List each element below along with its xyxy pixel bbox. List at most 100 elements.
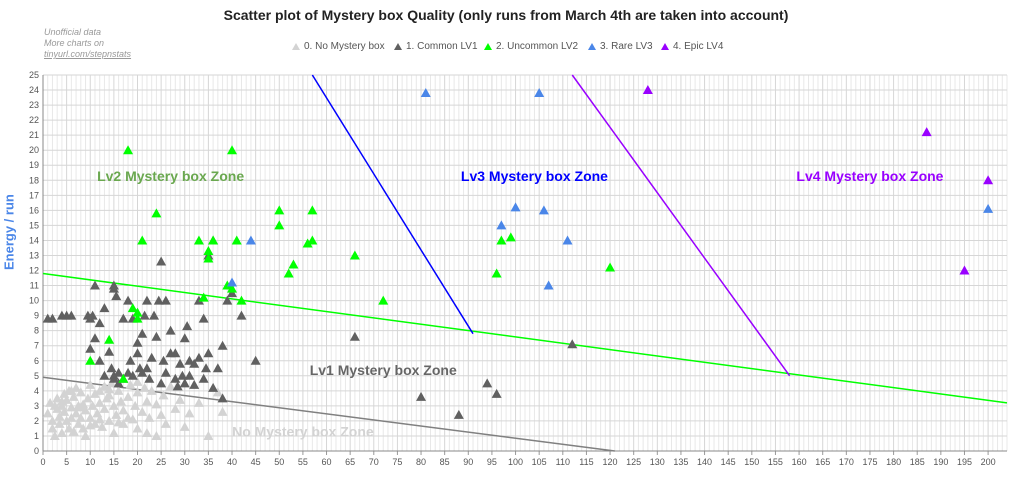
data-point-series-1 — [236, 310, 247, 320]
data-point-series-2 — [307, 235, 318, 245]
data-point-series-0 — [151, 399, 162, 409]
data-point-series-2 — [349, 250, 360, 260]
data-point-series-1 — [127, 370, 138, 380]
x-tick-label: 35 — [203, 457, 213, 467]
data-point-series-1 — [85, 343, 96, 353]
legend-item-common-lv1[interactable]: 1. Common LV1 — [394, 41, 478, 52]
data-point-series-1 — [156, 256, 167, 266]
data-point-series-0 — [193, 397, 204, 407]
data-point-series-0 — [66, 385, 77, 395]
data-point-series-2 — [193, 235, 204, 245]
data-point-series-1 — [139, 310, 150, 320]
data-point-series-2 — [378, 295, 389, 305]
data-point-series-0 — [146, 385, 157, 395]
y-tick-label: 19 — [29, 160, 39, 170]
data-point-series-0 — [99, 403, 110, 413]
data-point-series-2 — [302, 238, 313, 248]
data-point-series-1 — [217, 340, 228, 350]
data-point-series-0 — [82, 393, 93, 403]
data-point-series-0 — [141, 427, 152, 437]
data-point-series-0 — [203, 430, 214, 440]
data-point-series-4 — [921, 127, 932, 137]
x-tick-label: 60 — [322, 457, 332, 467]
legend-label: 3. Rare LV3 — [600, 41, 653, 52]
data-point-series-2 — [208, 235, 219, 245]
data-point-series-2 — [505, 232, 516, 242]
data-point-series-3 — [245, 235, 256, 245]
data-point-series-2 — [227, 145, 238, 155]
legend-item-no-mystery-box[interactable]: 0. No Mystery box — [292, 41, 385, 52]
legend-item-uncommon-lv2[interactable]: 2. Uncommon LV2 — [484, 41, 578, 52]
data-point-series-1 — [89, 333, 100, 343]
x-tick-label: 25 — [156, 457, 166, 467]
data-point-series-0 — [179, 421, 190, 431]
data-point-series-1 — [137, 367, 148, 377]
data-point-series-0 — [118, 405, 129, 415]
legend-item-epic-lv4[interactable]: 4. Epic LV4 — [661, 41, 723, 52]
credit-link[interactable]: tinyurl.com/stepnstats — [44, 49, 132, 59]
data-point-series-1 — [132, 337, 143, 347]
x-tick-label: 75 — [392, 457, 402, 467]
x-tick-label: 20 — [133, 457, 143, 467]
y-tick-label: 16 — [29, 205, 39, 215]
y-tick-label: 21 — [29, 130, 39, 140]
triangle-icon — [484, 43, 492, 50]
x-tick-label: 190 — [933, 457, 948, 467]
data-point-series-0 — [71, 408, 82, 418]
data-point-series-0 — [73, 418, 84, 428]
data-point-series-1 — [208, 382, 219, 392]
data-point-series-1 — [94, 355, 105, 365]
data-point-series-1 — [177, 370, 188, 380]
zone-label: Lv2 Mystery box Zone — [97, 168, 244, 184]
y-tick-label: 13 — [29, 250, 39, 260]
legend-item-rare-lv3[interactable]: 3. Rare LV3 — [588, 41, 653, 52]
data-point-series-4 — [959, 265, 970, 275]
data-point-series-0 — [80, 405, 91, 415]
data-point-series-1 — [47, 313, 58, 323]
data-point-series-0 — [42, 408, 53, 418]
zone-label: No Mystery box Zone — [232, 423, 374, 439]
data-point-series-1 — [179, 333, 190, 343]
data-point-series-1 — [172, 381, 183, 391]
data-point-series-0 — [66, 412, 77, 422]
y-tick-label: 12 — [29, 266, 39, 276]
data-point-series-1 — [193, 352, 204, 362]
credit-line-1: Unofficial data — [44, 27, 102, 37]
data-point-series-0 — [217, 406, 228, 416]
x-tick-label: 45 — [251, 457, 261, 467]
data-point-series-1 — [184, 370, 195, 380]
data-point-series-2 — [104, 334, 115, 344]
x-tick-label: 165 — [815, 457, 830, 467]
y-tick-label: 10 — [29, 296, 39, 306]
x-tick-label: 180 — [886, 457, 901, 467]
data-point-series-0 — [184, 408, 195, 418]
data-point-series-1 — [104, 346, 115, 356]
data-point-series-4 — [642, 85, 653, 95]
data-point-series-2 — [127, 303, 138, 313]
data-point-series-1 — [193, 295, 204, 305]
x-tick-label: 50 — [274, 457, 284, 467]
data-point-series-1 — [153, 295, 164, 305]
data-point-series-1 — [250, 355, 261, 365]
y-tick-label: 23 — [29, 100, 39, 110]
data-point-series-2 — [274, 205, 285, 215]
data-point-series-3 — [983, 203, 994, 213]
data-point-series-2 — [496, 235, 507, 245]
data-points — [42, 85, 994, 440]
data-point-series-0 — [45, 397, 56, 407]
x-tick-label: 5 — [64, 457, 69, 467]
x-tick-label: 155 — [768, 457, 783, 467]
data-point-series-0 — [104, 384, 115, 394]
x-tick-label: 70 — [369, 457, 379, 467]
data-point-series-2 — [132, 307, 143, 317]
data-point-series-1 — [123, 295, 134, 305]
data-point-series-0 — [89, 388, 100, 398]
x-tick-label: 65 — [345, 457, 355, 467]
data-point-series-0 — [108, 427, 119, 437]
zone-label: Lv3 Mystery box Zone — [461, 168, 608, 184]
x-tick-label: 150 — [744, 457, 759, 467]
data-point-series-3 — [538, 205, 549, 215]
data-point-series-0 — [144, 412, 155, 422]
y-tick-label: 20 — [29, 145, 39, 155]
